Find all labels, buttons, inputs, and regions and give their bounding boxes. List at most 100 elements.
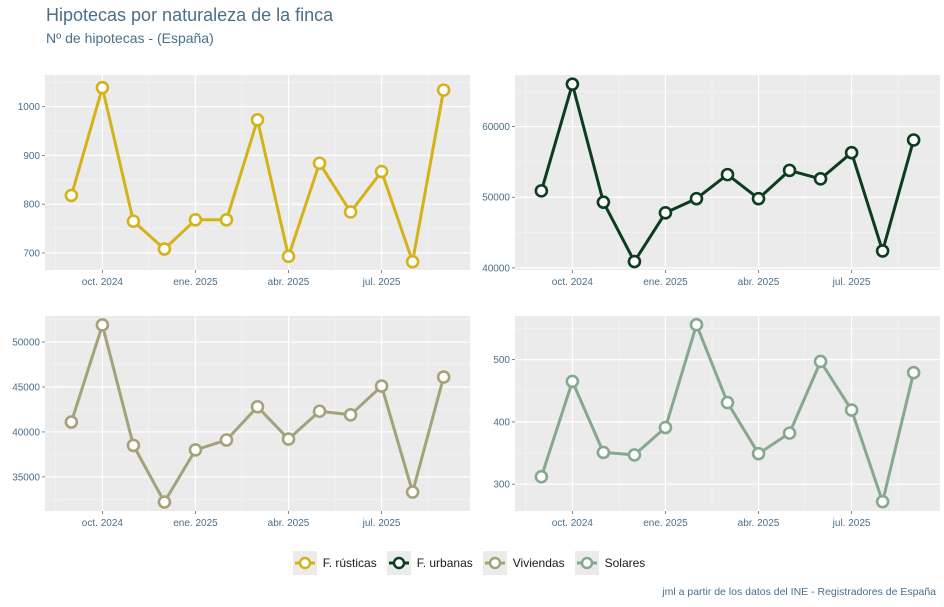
data-point — [720, 395, 735, 410]
data-point — [751, 191, 766, 206]
data-point — [188, 443, 203, 457]
data-point — [565, 374, 580, 389]
data-point — [813, 354, 828, 369]
data-point — [875, 494, 890, 509]
data-point — [813, 172, 828, 186]
data-point — [906, 365, 921, 380]
data-point — [312, 404, 327, 419]
x-tick-label: abr. 2025 — [268, 277, 310, 288]
x-tick-label: jul. 2025 — [362, 518, 401, 529]
data-point — [312, 156, 327, 171]
y-tick-label: 50000 — [482, 193, 510, 204]
y-tick-label: 40000 — [482, 263, 510, 274]
data-point — [405, 485, 420, 499]
legend-item-viviendas: Viviendas — [482, 551, 565, 575]
y-tick-label: 900 — [23, 151, 40, 162]
data-point — [627, 448, 642, 462]
data-point — [281, 249, 296, 264]
data-point — [219, 433, 234, 447]
x-tick-label: oct. 2024 — [82, 518, 124, 529]
data-point — [250, 399, 265, 414]
data-point — [281, 432, 296, 446]
legend-label: F. rústicas — [322, 556, 377, 570]
data-point — [405, 254, 420, 269]
data-point — [188, 212, 203, 227]
x-tick-label: jul. 2025 — [832, 277, 871, 288]
data-point — [844, 403, 859, 417]
y-tick-label: 50000 — [12, 338, 40, 349]
data-point — [157, 495, 172, 509]
data-point — [534, 184, 549, 198]
chart-subtitle: Nº de hipotecas - (España) — [46, 30, 214, 46]
data-point — [64, 415, 79, 429]
data-point — [720, 167, 735, 182]
x-tick-label: ene. 2025 — [643, 277, 688, 288]
legend-key-solares — [574, 551, 599, 575]
panel-1: oct. 2024 ene. 2025 abr. 2025 jul. 2025 700 8… — [18, 75, 470, 288]
x-tick-label: ene. 2025 — [173, 277, 218, 288]
data-point — [126, 438, 141, 453]
panel-2: oct. 2024 ene. 2025 abr. 2025 jul. 2025 4000… — [482, 75, 940, 288]
data-point — [596, 445, 611, 460]
data-point — [374, 379, 389, 393]
data-point — [596, 195, 611, 209]
y-tick-label: 60000 — [482, 122, 510, 133]
legend-item-f-rusticas: F. rústicas — [292, 551, 377, 575]
chart-title: Hipotecas por naturaleza de la finca — [46, 5, 334, 25]
y-tick-label: 35000 — [12, 472, 40, 483]
x-tick-label: abr. 2025 — [268, 518, 310, 529]
data-point — [565, 77, 580, 91]
data-point — [782, 163, 797, 178]
data-point — [95, 318, 110, 332]
legend-item-solares: Solares — [574, 551, 646, 575]
data-point — [658, 420, 673, 435]
data-point — [250, 113, 265, 127]
y-tick-label: 40000 — [12, 427, 40, 438]
caption: jml a partir de los datos del INE - Regi… — [662, 586, 936, 598]
legend-item-f-urbanas: F. urbanas — [386, 551, 473, 575]
data-point — [374, 164, 389, 179]
legend-key-f-urbanas — [386, 551, 411, 575]
y-tick-label: 45000 — [12, 382, 40, 393]
data-point — [689, 317, 704, 332]
legend-key-f-rusticas — [292, 551, 317, 575]
y-tick-label: 1000 — [18, 102, 41, 113]
legend-label: F. urbanas — [416, 556, 473, 570]
data-point — [157, 242, 172, 256]
x-tick-label: oct. 2024 — [552, 518, 594, 529]
panel-3: oct. 2024 ene. 2025 abr. 2025 jul. 2025 3500… — [12, 316, 470, 529]
data-point — [219, 212, 234, 227]
legend-key-viviendas — [482, 551, 507, 575]
legend-label: Viviendas — [512, 556, 565, 570]
x-tick-label: abr. 2025 — [738, 277, 780, 288]
y-tick-label: 500 — [493, 355, 510, 366]
y-tick-label: 300 — [493, 480, 510, 491]
panel-4: oct. 2024 ene. 2025 abr. 2025 jul. 2025 300 4… — [493, 316, 940, 529]
data-point — [126, 214, 141, 229]
data-point — [689, 191, 704, 206]
legend-label: Solares — [604, 556, 646, 570]
y-tick-label: 800 — [23, 200, 40, 211]
data-point — [875, 244, 890, 258]
x-tick-label: oct. 2024 — [82, 277, 124, 288]
data-point — [436, 370, 451, 384]
x-tick-label: jul. 2025 — [832, 518, 871, 529]
x-tick-label: abr. 2025 — [738, 518, 780, 529]
data-point — [627, 254, 642, 269]
data-point — [658, 205, 673, 220]
data-point — [343, 205, 358, 219]
data-point — [534, 469, 549, 484]
x-tick-label: jul. 2025 — [362, 277, 401, 288]
data-point — [844, 145, 859, 160]
data-point — [906, 133, 921, 147]
x-tick-label: oct. 2024 — [552, 277, 594, 288]
data-point — [751, 446, 766, 461]
panel-background — [45, 75, 470, 270]
data-point — [436, 83, 451, 97]
x-tick-label: ene. 2025 — [173, 518, 218, 529]
x-tick-label: ene. 2025 — [643, 518, 688, 529]
legend: F. rústicas F. urbanas Viviendas Solares — [0, 549, 944, 577]
y-tick-label: 400 — [493, 417, 510, 428]
data-point — [782, 426, 797, 440]
